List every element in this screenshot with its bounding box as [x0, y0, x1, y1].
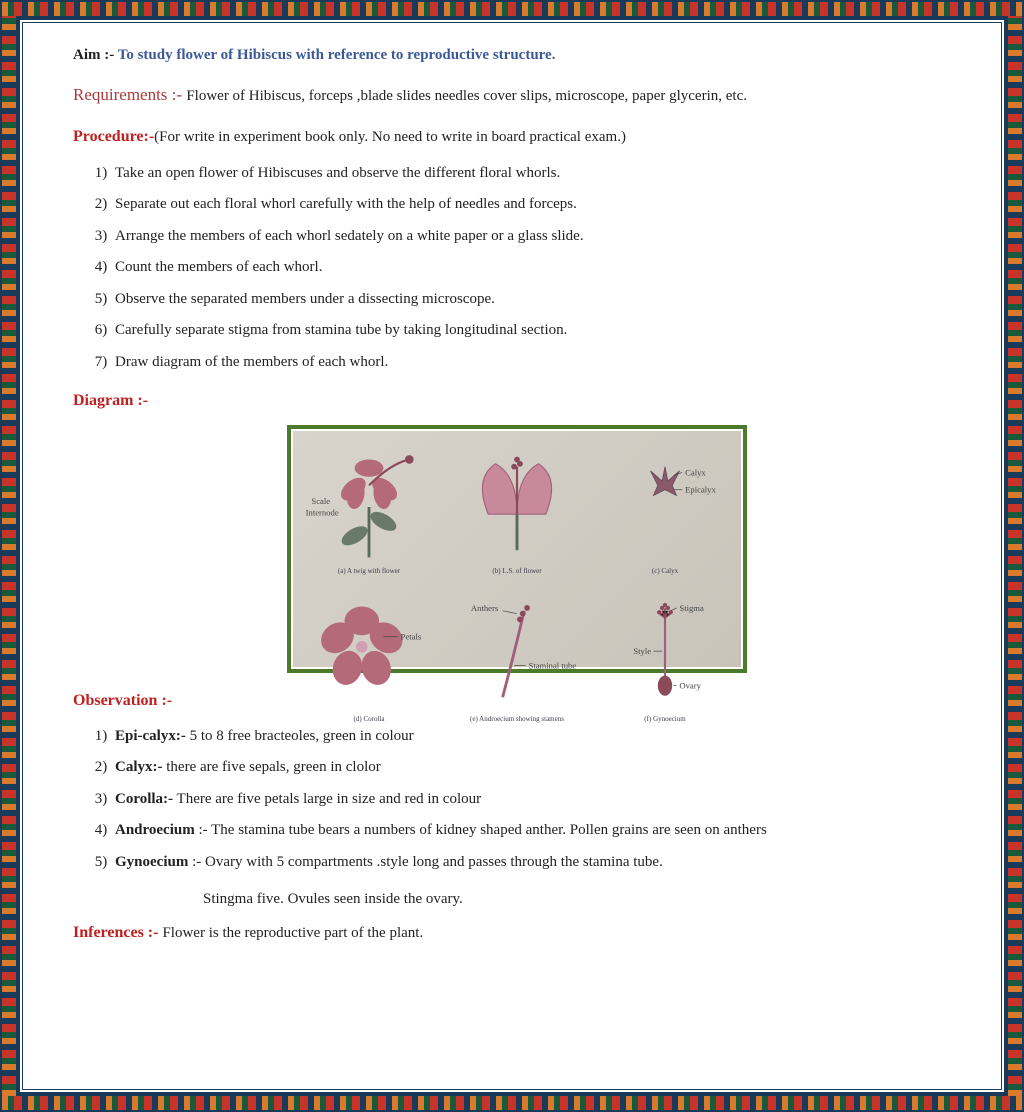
svg-text:Calyx: Calyx — [685, 467, 706, 477]
svg-text:Petals: Petals — [401, 632, 422, 642]
requirements-label: Requirements :- — [73, 85, 186, 104]
procedure-list: Take an open flower of Hibiscuses and ob… — [111, 161, 961, 376]
svg-text:Staminal tube: Staminal tube — [529, 660, 577, 670]
twig-flower-icon: Scale Internode — [297, 435, 441, 565]
obs-label: Corolla:- — [115, 791, 173, 807]
requirements-section: Requirements :- Flower of Hibiscus, forc… — [73, 81, 961, 110]
svg-text:Style: Style — [633, 646, 651, 656]
observation-item: Corolla:- There are five petals large in… — [111, 787, 961, 813]
diagram-caption: (a) A twig with flower — [338, 566, 400, 578]
border-left — [2, 16, 16, 1096]
obs-label: Calyx:- — [115, 759, 163, 775]
observation-item: Epi-calyx:- 5 to 8 free bracteoles, gree… — [111, 724, 961, 750]
svg-text:Ovary: Ovary — [679, 681, 701, 691]
inferences-section: Inferences :- Flower is the reproductive… — [73, 919, 961, 947]
obs-label: Androecium — [115, 822, 195, 838]
diagram-cell-e: Anthers Staminal tube (e) Androecium sho… — [445, 582, 589, 725]
procedure-step: Arrange the members of each whorl sedate… — [111, 224, 961, 250]
page-content-area: Aim :- To study flower of Hibiscus with … — [22, 22, 1002, 1090]
ls-flower-icon — [445, 435, 589, 565]
inferences-label: Inferences :- — [73, 924, 162, 941]
svg-text:Anthers: Anthers — [471, 603, 499, 613]
diagram-caption: (c) Calyx — [652, 566, 678, 578]
procedure-step: Count the members of each whorl. — [111, 255, 961, 281]
observation-item: Androecium :- The stamina tube bears a n… — [111, 818, 961, 844]
diagram-caption: (e) Androecium showing stamens — [470, 714, 564, 726]
border-right — [1008, 16, 1022, 1096]
procedure-header: Procedure:-(For write in experiment book… — [73, 123, 961, 151]
border-top — [2, 2, 1022, 16]
calyx-icon: Calyx Epicalyx — [593, 435, 737, 565]
obs-text: 5 to 8 free bracteoles, green in colour — [186, 728, 414, 744]
diagram-caption: (d) Corolla — [354, 714, 385, 726]
diagram-cell-a: Scale Internode (a) A twig with flower — [297, 435, 441, 578]
obs-label: Epi-calyx:- — [115, 728, 186, 744]
observation-subtext: Stingma five. Ovules seen inside the ova… — [203, 887, 961, 913]
procedure-step: Carefully separate stigma from stamina t… — [111, 318, 961, 344]
obs-text: :- The stamina tube bears a numbers of k… — [195, 822, 767, 838]
aim-label: Aim :- — [73, 47, 118, 63]
obs-text: :- Ovary with 5 compartments .style long… — [188, 854, 663, 870]
diagram-cell-b: (b) L.S. of flower — [445, 435, 589, 578]
procedure-step: Observe the separated members under a di… — [111, 287, 961, 313]
procedure-step: Draw diagram of the members of each whor… — [111, 350, 961, 376]
procedure-step: Take an open flower of Hibiscuses and ob… — [111, 161, 961, 187]
diagram-cell-f: Stigma Style Ovary (f) Gynoecium — [593, 582, 737, 725]
gynoecium-icon: Stigma Style Ovary — [593, 582, 737, 712]
svg-text:Epicalyx: Epicalyx — [685, 484, 716, 494]
diagram-caption: (f) Gynoecium — [644, 714, 685, 726]
androecium-icon: Anthers Staminal tube — [445, 582, 589, 712]
border-bottom — [2, 1096, 1022, 1110]
svg-text:Stigma: Stigma — [679, 603, 704, 613]
document-frame: Aim :- To study flower of Hibiscus with … — [0, 0, 1024, 1112]
diagram-label: Diagram :- — [73, 387, 961, 414]
diagram-cell-d: Petals (d) Corolla — [297, 582, 441, 725]
requirements-text: Flower of Hibiscus, forceps ,blade slide… — [186, 88, 747, 104]
observation-list: Epi-calyx:- 5 to 8 free bracteoles, gree… — [111, 724, 961, 876]
aim-section: Aim :- To study flower of Hibiscus with … — [73, 43, 961, 69]
observation-item: Calyx:- there are five sepals, green in … — [111, 755, 961, 781]
obs-text: There are five petals large in size and … — [173, 791, 481, 807]
corolla-icon: Petals — [297, 582, 441, 712]
procedure-label: Procedure:- — [73, 128, 154, 145]
diagram-cell-c: Calyx Epicalyx (c) Calyx — [593, 435, 737, 578]
obs-text: there are five sepals, green in clolor — [163, 759, 381, 775]
diagram-figure: Scale Internode (a) A twig with flower — [287, 425, 747, 673]
inner-border: Aim :- To study flower of Hibiscus with … — [16, 16, 1008, 1096]
svg-text:Scale: Scale — [311, 496, 330, 506]
obs-label: Gynoecium — [115, 854, 188, 870]
svg-text:Internode: Internode — [306, 507, 339, 517]
procedure-step: Separate out each floral whorl carefully… — [111, 192, 961, 218]
diagram-caption: (b) L.S. of flower — [492, 566, 541, 578]
aim-text: To study flower of Hibiscus with referen… — [118, 47, 556, 63]
inferences-text: Flower is the reproductive part of the p… — [162, 925, 423, 941]
observation-item: Gynoecium :- Ovary with 5 compartments .… — [111, 850, 961, 876]
procedure-note: (For write in experiment book only. No n… — [154, 129, 626, 145]
